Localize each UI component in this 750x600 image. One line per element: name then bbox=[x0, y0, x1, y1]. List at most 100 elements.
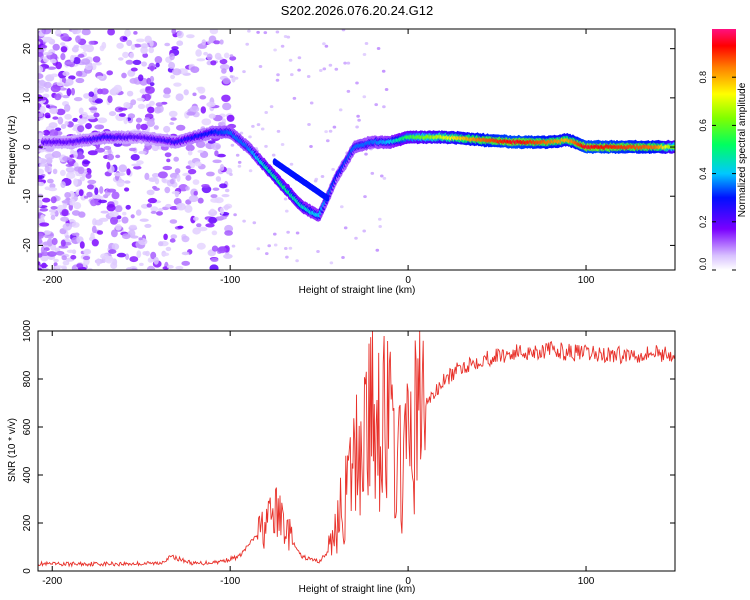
noise-blob bbox=[357, 118, 361, 122]
noise-blob bbox=[82, 255, 91, 261]
noise-blob bbox=[208, 113, 216, 119]
noise-blob bbox=[170, 234, 178, 240]
noise-blob bbox=[138, 237, 143, 241]
noise-blob bbox=[269, 105, 274, 109]
snr-frame bbox=[37, 330, 676, 572]
noise-blob bbox=[75, 35, 81, 43]
noise-blob bbox=[199, 95, 207, 100]
noise-blob bbox=[96, 230, 104, 235]
noise-blob bbox=[38, 253, 43, 258]
noise-blob bbox=[154, 56, 163, 64]
noise-blob bbox=[139, 262, 144, 266]
noise-blob bbox=[125, 59, 134, 65]
noise-blob bbox=[163, 233, 168, 240]
noise-blob bbox=[340, 205, 344, 209]
noise-blob bbox=[374, 103, 379, 107]
noise-blob bbox=[292, 96, 297, 100]
noise-blob bbox=[316, 250, 320, 253]
noise-blob bbox=[147, 106, 155, 114]
noise-blob bbox=[201, 39, 206, 46]
noise-blob bbox=[38, 237, 43, 245]
noise-blob bbox=[72, 117, 79, 122]
y-tick-label: 200 bbox=[22, 514, 33, 531]
noise-blob bbox=[41, 267, 50, 270]
noise-blob bbox=[229, 173, 233, 176]
noise-blob bbox=[221, 194, 230, 198]
noise-blob bbox=[181, 260, 190, 266]
noise-blob bbox=[169, 219, 178, 224]
noise-blob bbox=[192, 179, 200, 185]
noise-blob bbox=[186, 34, 195, 39]
noise-blob bbox=[138, 150, 147, 155]
noise-blob bbox=[93, 87, 100, 96]
noise-blob bbox=[65, 78, 74, 86]
noise-blob bbox=[265, 252, 269, 256]
noise-blob bbox=[211, 230, 218, 236]
ridge-branch bbox=[325, 194, 330, 202]
noise-blob bbox=[161, 252, 170, 257]
noise-blob bbox=[162, 165, 173, 171]
noise-blob bbox=[144, 172, 150, 180]
noise-blob bbox=[118, 107, 128, 111]
noise-blob bbox=[125, 253, 130, 260]
noise-blob bbox=[324, 130, 328, 134]
noise-blob bbox=[52, 43, 60, 51]
noise-blob bbox=[276, 73, 280, 77]
noise-blob bbox=[219, 58, 228, 65]
noise-blob bbox=[193, 216, 199, 221]
noise-blob bbox=[192, 92, 197, 97]
noise-blob bbox=[143, 93, 152, 102]
noise-blob bbox=[44, 165, 50, 173]
noise-blob bbox=[176, 40, 184, 46]
noise-blob bbox=[233, 213, 237, 217]
noise-blob bbox=[212, 187, 220, 191]
noise-blob bbox=[216, 56, 224, 61]
noise-blob bbox=[47, 251, 57, 257]
noise-blob bbox=[176, 174, 181, 182]
noise-blob bbox=[103, 145, 112, 150]
x-tick-label: 100 bbox=[578, 576, 595, 587]
noise-blob bbox=[334, 67, 339, 71]
noise-blob bbox=[38, 41, 41, 45]
noise-blob bbox=[234, 76, 239, 80]
noise-blob bbox=[196, 242, 206, 250]
noise-blob bbox=[107, 95, 113, 103]
noise-blob bbox=[324, 44, 329, 48]
noise-blob bbox=[62, 266, 67, 270]
noise-blob bbox=[40, 214, 45, 220]
noise-blob bbox=[189, 105, 200, 113]
noise-blob bbox=[343, 61, 347, 65]
noise-blob bbox=[170, 74, 176, 80]
noise-blob bbox=[252, 221, 257, 225]
noise-blob bbox=[158, 208, 164, 212]
noise-blob bbox=[150, 65, 155, 72]
noise-blob bbox=[53, 262, 58, 267]
noise-blob bbox=[260, 127, 265, 131]
noise-blob bbox=[78, 151, 83, 157]
noise-blob bbox=[71, 210, 81, 216]
noise-blob bbox=[209, 208, 215, 213]
noise-blob bbox=[205, 223, 215, 228]
noise-blob bbox=[38, 175, 45, 180]
noise-blob bbox=[116, 42, 124, 49]
colorbar-tick-label: 0.0 bbox=[698, 258, 708, 271]
noise-blob bbox=[73, 97, 83, 102]
noise-blob bbox=[122, 233, 131, 240]
noise-blob bbox=[51, 237, 58, 246]
noise-blob bbox=[263, 31, 268, 35]
noise-blob bbox=[136, 38, 145, 43]
noise-blob bbox=[126, 168, 131, 176]
noise-blob bbox=[63, 104, 71, 112]
noise-blob bbox=[288, 58, 293, 62]
noise-blob bbox=[42, 249, 47, 253]
noise-blob bbox=[184, 204, 193, 213]
noise-blob bbox=[224, 188, 230, 193]
noise-blob bbox=[39, 264, 49, 268]
noise-blob bbox=[245, 42, 249, 46]
noise-blob bbox=[81, 29, 91, 36]
noise-blob bbox=[51, 151, 62, 158]
noise-blob bbox=[130, 214, 135, 219]
noise-blob bbox=[96, 75, 105, 80]
noise-blob bbox=[207, 40, 212, 45]
noise-blob bbox=[210, 257, 219, 262]
